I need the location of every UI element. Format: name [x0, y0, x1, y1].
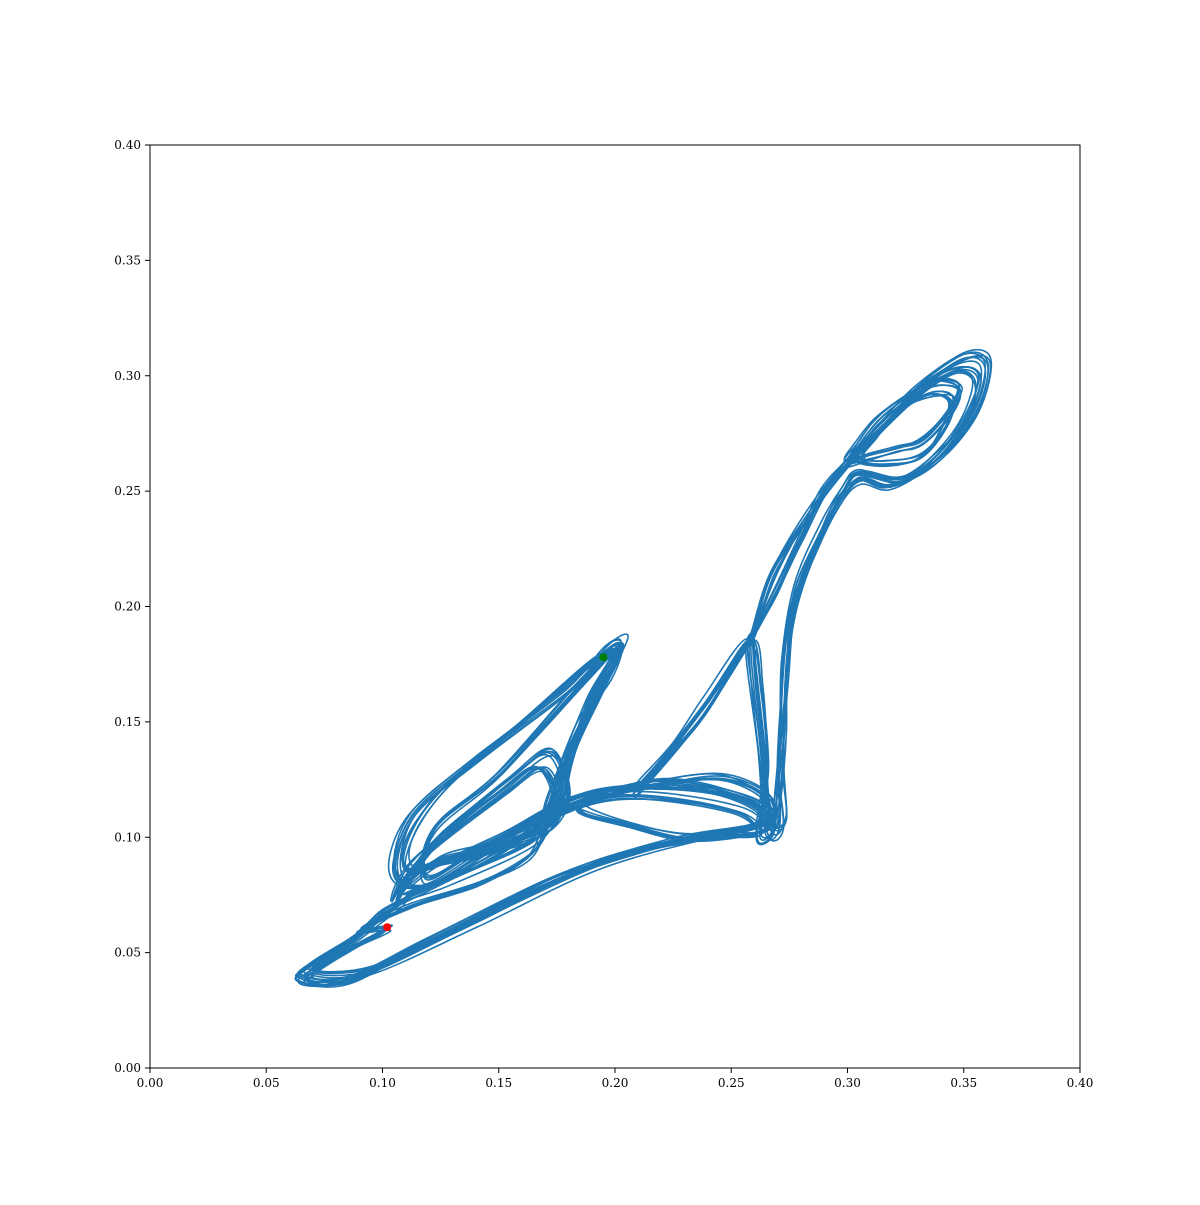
trajectory-line	[402, 747, 567, 883]
x-tick-label: 0.00	[137, 1076, 164, 1090]
x-tick-label: 0.25	[718, 1076, 745, 1090]
start-point-marker	[383, 923, 392, 932]
y-tick-label: 0.40	[114, 138, 141, 152]
trajectory-line	[847, 379, 959, 464]
plot-frame	[149, 144, 1081, 1069]
x-tick-label: 0.30	[834, 1076, 861, 1090]
plot-layer	[294, 348, 993, 988]
x-tick-label: 0.10	[369, 1076, 396, 1090]
x-tick-label: 0.35	[950, 1076, 977, 1090]
y-tick-label: 0.05	[114, 946, 141, 960]
trajectory-line	[634, 352, 987, 834]
y-tick-label: 0.30	[114, 369, 141, 383]
axes-layer: 0.00 0.05 0.10 0.15 0.20 0.25 0.30 0.35 0.40 0.00…	[114, 138, 1093, 1090]
y-tick-label: 0.00	[114, 1061, 141, 1075]
y-tick-label: 0.20	[114, 600, 141, 614]
trajectory-line	[845, 380, 962, 464]
y-tick-label: 0.10	[114, 830, 141, 844]
trajectory-line	[634, 354, 992, 846]
y-tick-label: 0.25	[114, 484, 141, 498]
y-tick-label: 0.35	[114, 253, 141, 267]
x-tick-label: 0.15	[485, 1076, 512, 1090]
trajectory-line	[636, 348, 993, 839]
trajectory-line	[853, 393, 951, 468]
y-tick-label: 0.15	[114, 715, 141, 729]
x-tick-label: 0.05	[253, 1076, 280, 1090]
trajectory-line	[310, 642, 758, 982]
trajectory-line	[407, 754, 571, 888]
end-point-marker	[599, 653, 608, 662]
x-tick-label: 0.20	[602, 1076, 629, 1090]
x-tick-label: 0.40	[1067, 1076, 1094, 1090]
trajectory-line	[857, 393, 950, 465]
